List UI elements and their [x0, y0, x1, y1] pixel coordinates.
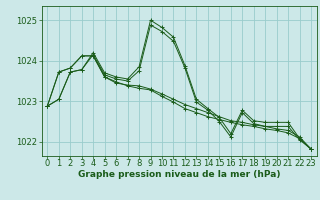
X-axis label: Graphe pression niveau de la mer (hPa): Graphe pression niveau de la mer (hPa)	[78, 170, 280, 179]
